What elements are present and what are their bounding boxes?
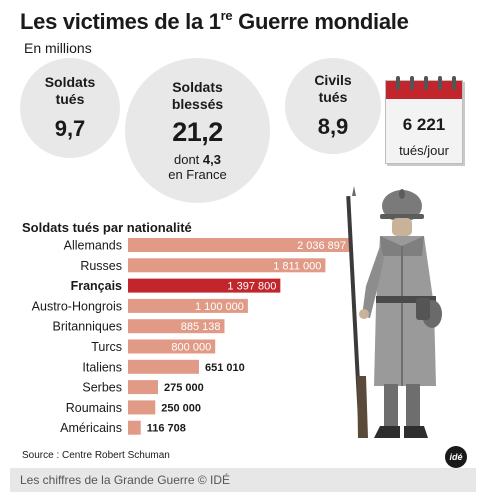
bar [128, 380, 158, 395]
soldier-illustration [346, 186, 442, 438]
civilians-killed-label: Civils tués [314, 72, 352, 105]
bar [128, 420, 141, 435]
bar-category-label: Britanniques [53, 320, 123, 334]
bar-value-label: 116 708 [147, 423, 186, 435]
deaths-per-day-unit: tués/jour [399, 143, 449, 158]
bar-value-label: 800 000 [171, 342, 211, 354]
source-note: Source : Centre Robert Schuman [22, 450, 170, 461]
civilians-killed-stat: Civils tués 8,9 [285, 58, 381, 154]
bar [128, 298, 248, 313]
bar [128, 278, 281, 293]
soldiers-killed-label: Soldats tués [44, 74, 96, 107]
bar-category-label: Russes [80, 259, 122, 273]
bar [128, 319, 225, 334]
bar-category-label: Serbes [82, 381, 122, 395]
bar-chart: Allemands 2 036 897 Russes 1 811 000 Françai… [32, 238, 350, 435]
page-subtitle: En millions [24, 40, 92, 56]
bar-value-label: 2 036 897 [297, 240, 346, 252]
bar [128, 400, 156, 415]
soldiers-wounded-france-note: dont 4,3 en France [168, 152, 227, 182]
ide-logo: idé [445, 446, 467, 468]
deaths-per-day-value: 6 221 [402, 115, 446, 134]
calendar-ring [424, 76, 428, 90]
calendar-icon: 6 221 tués/jour [385, 68, 463, 164]
calendar-ring [452, 76, 456, 90]
bar-value-label: 275 000 [164, 382, 204, 394]
bar-value-label: 1 397 800 [227, 281, 276, 293]
bar [128, 359, 199, 374]
calendar-page: 6 221 tués/jour [385, 76, 463, 164]
calendar-ring [438, 76, 442, 90]
soldiers-wounded-label: Soldats blessés [171, 79, 224, 112]
calendar-ring [396, 76, 400, 90]
bar-category-label: Allemands [64, 239, 122, 253]
page-title: Les victimes de la 1re Guerre mondiale [20, 8, 409, 34]
bar-category-label: Français [71, 279, 122, 293]
bar-value-label: 1 100 000 [195, 301, 244, 313]
calendar-ring [410, 76, 414, 90]
bar-category-label: Italiens [82, 360, 122, 374]
bar-value-label: 1 811 000 [273, 260, 321, 272]
chart-title: Soldats tués par nationalité [22, 220, 192, 235]
soldiers-wounded-stat: Soldats blessés 21,2 dont 4,3 en France [125, 58, 270, 203]
bar-value-label: 885 138 [181, 321, 221, 333]
bar-category-label: Roumains [66, 401, 122, 415]
bar-category-label: Américains [60, 421, 122, 435]
bar-category-label: Austro-Hongrois [32, 299, 122, 313]
bar [128, 258, 326, 273]
bar-category-label: Turcs [91, 340, 122, 354]
bar-value-label: 651 010 [205, 362, 245, 374]
soldiers-killed-value: 9,7 [54, 116, 86, 141]
civilians-killed-value: 8,9 [317, 114, 349, 139]
footer-caption: Les chiffres de la Grande Guerre © IDÉ [10, 468, 476, 492]
bar [128, 339, 216, 354]
calendar-header [386, 81, 462, 99]
soldiers-wounded-value: 21,2 [172, 117, 223, 147]
bar [128, 238, 350, 252]
soldiers-killed-stat: Soldats tués 9,7 [20, 58, 120, 158]
bar-value-label: 250 000 [161, 402, 201, 414]
